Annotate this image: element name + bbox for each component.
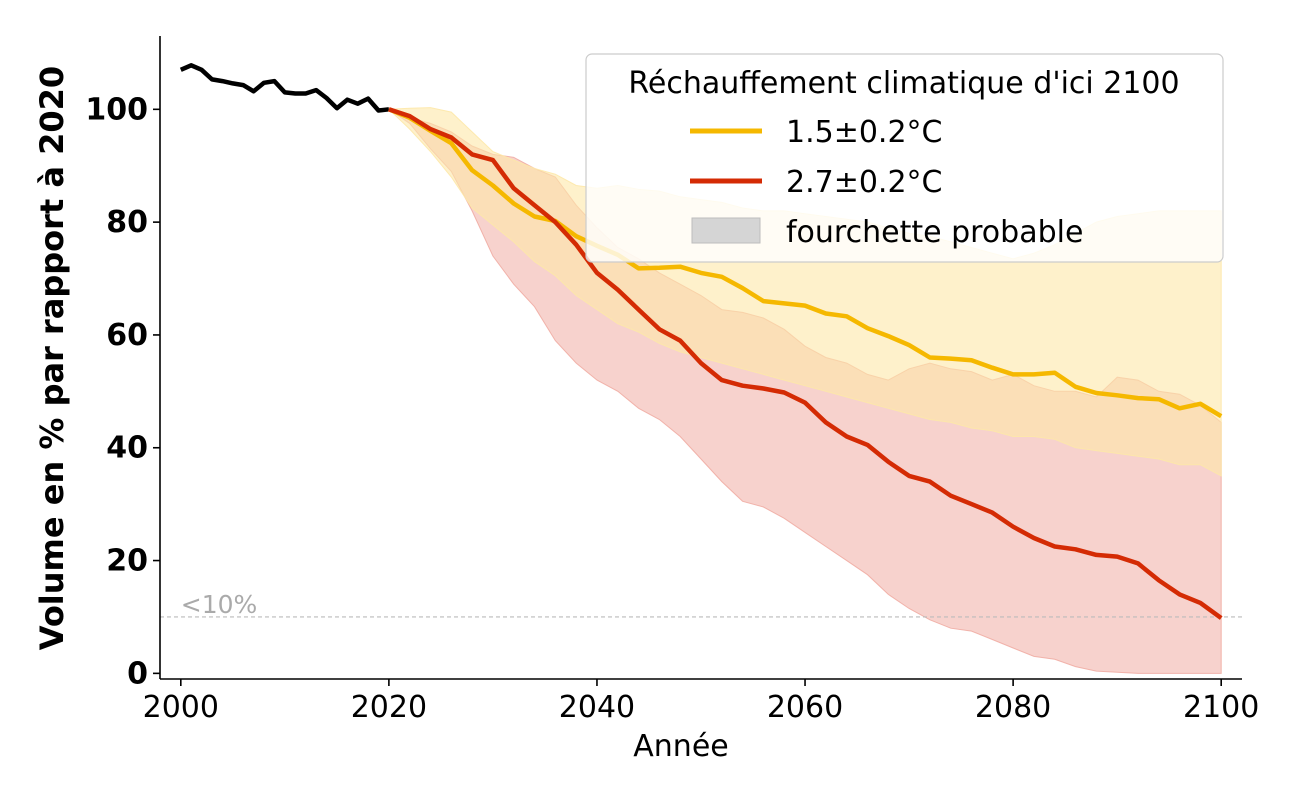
y-tick-label: 100	[85, 92, 148, 127]
legend-label-range: fourchette probable	[786, 215, 1083, 250]
reference-line-group: <10%	[160, 590, 1242, 619]
series-line-2-7c	[388, 107, 1223, 620]
y-axis-label: Volume en % par rapport à 2020	[33, 66, 71, 650]
y-tick-label: 0	[127, 656, 148, 691]
reference-label: <10%	[181, 590, 258, 619]
y-tick-label: 60	[106, 318, 148, 353]
x-tick-label: 2100	[1183, 690, 1259, 725]
legend-label-2-7c: 2.7±0.2°C	[786, 165, 943, 200]
series-line-1-5c	[388, 107, 1223, 419]
legend-label-1-5c: 1.5±0.2°C	[786, 115, 943, 150]
legend-box	[585, 53, 1224, 263]
y-tick-label: 20	[106, 544, 148, 579]
historical-line	[179, 63, 390, 113]
x-tick-label: 2040	[559, 690, 635, 725]
x-tick-label: 2060	[767, 690, 843, 725]
y-tick-label: 80	[106, 205, 148, 240]
y-tick-label: 40	[106, 431, 148, 466]
x-tick-label: 2020	[351, 690, 427, 725]
x-tick-label: 2080	[975, 690, 1051, 725]
x-axis-label: Année	[633, 729, 728, 764]
legend: Réchauffement climatique d'ici 2100 1.5±0…	[585, 53, 1224, 263]
legend-swatch-range	[691, 217, 761, 244]
x-tick-label: 2000	[143, 690, 219, 725]
legend-title: Réchauffement climatique d'ici 2100	[628, 66, 1179, 101]
series-lines	[179, 63, 1223, 620]
